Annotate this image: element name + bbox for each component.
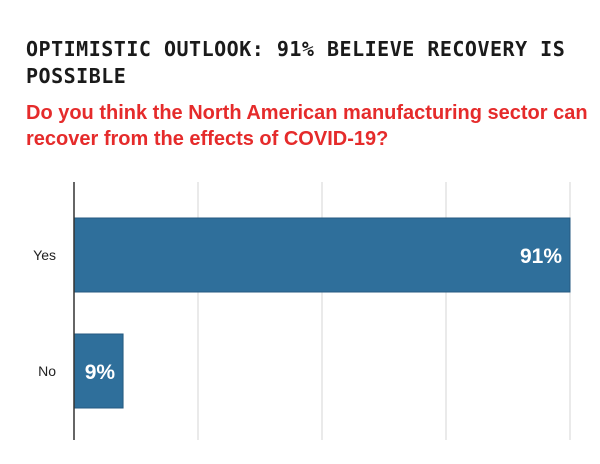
chart-title: OPTIMISTIC OUTLOOK: 91% BELIEVE RECOVERY…: [26, 37, 566, 88]
bars: Yes 91% No 9%: [33, 217, 571, 409]
chart-subtitle: Do you think the North American manufact…: [26, 102, 588, 150]
data-label-no: 9%: [85, 361, 116, 384]
category-label-no: No: [38, 363, 56, 379]
data-label-yes: 91%: [520, 245, 562, 268]
bar-yes: [73, 217, 571, 293]
category-label-yes: Yes: [33, 247, 56, 263]
